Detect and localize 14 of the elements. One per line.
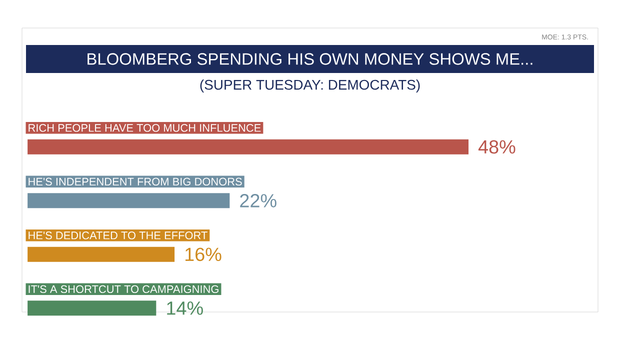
- chart-subtitle: (SUPER TUESDAY: DEMOCRATS): [200, 80, 420, 92]
- bar: [28, 246, 175, 262]
- data-label: 22%: [240, 194, 276, 208]
- data-label: 14%: [167, 302, 203, 315]
- y-tick-label: IT'S A SHORTCUT TO CAMPAIGNING: [28, 285, 218, 294]
- y-tick-label: HE'S INDEPENDENT FROM BIG DONORS: [28, 178, 242, 186]
- data-label: 16%: [186, 248, 222, 262]
- chart-title: BLOOMBERG SPENDING HIS OWN MONEY SHOWS ME...: [88, 53, 532, 65]
- bar: [28, 193, 230, 208]
- y-tick-label: HE'S DEDICATED TO THE EFFORT: [28, 232, 208, 240]
- bar: [28, 300, 156, 316]
- data-label: 48%: [478, 140, 516, 154]
- bar: [28, 139, 469, 154]
- y-tick-label: RICH PEOPLE HAVE TOO MUCH INFLUENCE: [28, 124, 261, 132]
